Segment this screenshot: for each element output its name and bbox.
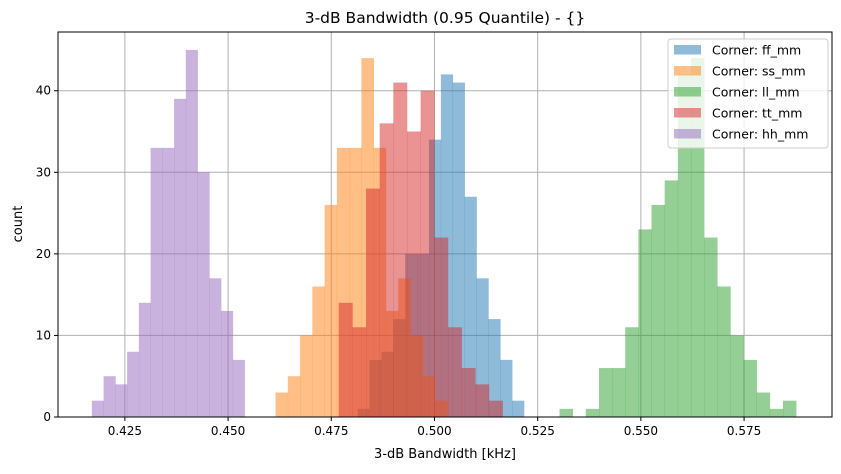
histogram-bar: [174, 98, 187, 417]
histogram-bar: [162, 147, 175, 417]
histogram-bar: [512, 400, 525, 417]
histogram-bar: [185, 49, 198, 417]
y-tick-label: 0: [43, 410, 51, 424]
histogram-bar: [406, 131, 421, 418]
histogram-bar: [434, 237, 449, 417]
histogram-bar: [730, 335, 744, 417]
y-tick-label: 30: [36, 165, 51, 179]
histogram-bar: [150, 147, 163, 417]
legend-swatch: [674, 87, 701, 97]
histogram-bar: [115, 384, 128, 417]
histogram-bar: [625, 327, 639, 417]
legend-swatch: [674, 45, 701, 55]
histogram-bar: [461, 368, 476, 417]
histogram-bar: [756, 392, 771, 417]
histogram-bar: [476, 278, 489, 417]
y-tick-label: 20: [36, 247, 51, 261]
histogram-bar: [127, 351, 140, 417]
histogram-bar: [743, 359, 757, 417]
series-corner-hh-mm: [91, 49, 245, 417]
histogram-bar: [598, 368, 613, 417]
histogram-bar: [287, 376, 301, 417]
histogram-bar: [275, 392, 289, 417]
histogram-bar: [664, 180, 679, 417]
histogram-bar: [717, 286, 731, 417]
legend-label: Corner: tt_mm: [712, 106, 802, 121]
histogram-bar: [475, 384, 490, 417]
y-tick-label: 40: [36, 84, 51, 98]
histogram-bar: [352, 327, 367, 417]
histogram-bar: [782, 400, 797, 417]
y-tick-label: 10: [36, 328, 51, 342]
x-axis-label: 3-dB Bandwidth [kHz]: [374, 447, 516, 462]
bars: [91, 49, 797, 418]
y-axis-label: count: [11, 206, 26, 243]
legend-swatch: [674, 66, 701, 76]
histogram-bar: [638, 229, 652, 417]
histogram-bar: [324, 204, 338, 417]
histogram-bar: [585, 408, 600, 417]
histogram-bar: [312, 286, 325, 417]
x-tick-label: 0.425: [108, 424, 142, 438]
x-tick-label: 0.475: [314, 424, 348, 438]
histogram-bar: [464, 196, 477, 417]
histogram-bar: [500, 359, 513, 417]
legend: Corner: ff_mm Corner: ss_mm Corner: ll_mm C…: [667, 38, 829, 149]
histogram-bar: [559, 408, 573, 417]
x-tick-label: 0.525: [520, 424, 554, 438]
histogram-bar: [209, 278, 222, 417]
histogram-bar: [447, 327, 462, 417]
histogram-bar: [677, 74, 692, 417]
histogram-bar: [338, 302, 353, 417]
histogram-bar: [103, 376, 116, 417]
histogram-bar: [197, 172, 210, 417]
x-tick-label: 0.575: [727, 424, 761, 438]
legend-label: Corner: hh_mm: [712, 127, 808, 142]
histogram-bar: [300, 335, 313, 417]
histogram-bar: [651, 204, 665, 417]
chart-title: 3-dB Bandwidth (0.95 Quantile) - {}: [305, 9, 586, 27]
legend-swatch: [674, 129, 701, 139]
histogram-bar: [393, 82, 408, 418]
histogram-bar: [138, 302, 151, 417]
histogram-bar: [488, 319, 501, 417]
histogram-bar: [366, 188, 380, 417]
series-corner-tt-mm: [338, 82, 503, 418]
x-tick-label: 0.450: [211, 424, 245, 438]
histogram-bar: [612, 368, 626, 417]
x-tick-label: 0.550: [624, 424, 658, 438]
histogram-bar: [488, 400, 503, 417]
histogram-bar: [91, 400, 104, 417]
histogram-bar: [420, 90, 435, 417]
histogram-bar: [704, 237, 718, 417]
x-tick-label: 0.500: [417, 424, 451, 438]
legend-label: Corner: ff_mm: [712, 43, 801, 58]
legend-box: [667, 38, 829, 149]
histogram-bar: [379, 123, 394, 418]
histogram-bar: [221, 310, 234, 417]
legend-label: Corner: ss_mm: [712, 64, 806, 79]
legend-label: Corner: ll_mm: [712, 85, 800, 100]
ticks: 0.425 0.450 0.475 0.500 0.525 0.550 0.575 0 10 20…: [36, 84, 762, 438]
plot-frame: [57, 31, 833, 418]
histogram-bar: [769, 408, 784, 417]
histogram-bar: [232, 359, 245, 417]
legend-swatch: [674, 108, 701, 118]
